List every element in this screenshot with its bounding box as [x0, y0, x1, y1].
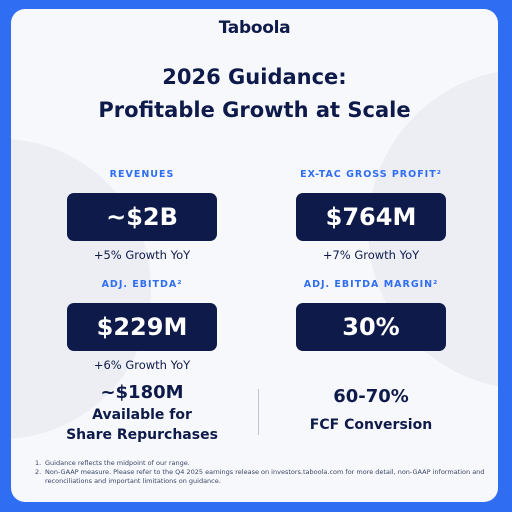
metric-growth: +5% Growth YoY [93, 248, 191, 262]
metric-revenues: REVENUES ~$2B +5% Growth YoY [67, 169, 217, 262]
repurchase-line-1: Available for [92, 407, 192, 423]
repurchase-amount: ~$180M [100, 382, 184, 403]
fcf-value: 60-70% [333, 386, 409, 407]
footnote: 1. Guidance reflects the midpoint of our… [35, 459, 490, 468]
metric-adj-ebitda: ADJ. EBITDA² $229M +6% Growth YoY [67, 279, 217, 372]
footnote-number: 1. [35, 459, 42, 467]
footnote-text: Non-GAAP measure. Please refer to the Q4… [45, 468, 485, 485]
footnote: 2. Non-GAAP measure. Please refer to the… [35, 468, 490, 486]
metric-value: $229M [67, 303, 217, 351]
footnotes: 1. Guidance reflects the midpoint of our… [35, 459, 490, 486]
metric-value: ~$2B [67, 193, 217, 241]
page-title: 2026 Guidance: Profitable Growth at Scal… [11, 61, 498, 127]
share-repurchase-stat: ~$180M Available for Share Repurchases [47, 381, 237, 445]
metric-growth: +7% Growth YoY [322, 248, 420, 262]
metric-label: REVENUES [109, 169, 175, 180]
guidance-card: Taboola 2026 Guidance: Profitable Growth… [11, 9, 498, 502]
footnote-number: 2. [35, 468, 42, 476]
metric-value: $764M [296, 193, 446, 241]
metric-ex-tac-gross-profit: EX-TAC GROSS PROFIT² $764M +7% Growth Yo… [296, 169, 446, 262]
metric-label: ADJ. EBITDA MARGIN² [303, 279, 439, 290]
title-line-2: Profitable Growth at Scale [98, 98, 411, 122]
metric-label: EX-TAC GROSS PROFIT² [300, 169, 442, 180]
fcf-label: FCF Conversion [309, 417, 433, 433]
metric-adj-ebitda-margin: ADJ. EBITDA MARGIN² 30% [296, 279, 446, 351]
metric-label: ADJ. EBITDA² [101, 279, 183, 290]
title-line-1: 2026 Guidance: [162, 65, 347, 89]
metric-growth: +6% Growth YoY [93, 358, 191, 372]
footnote-text: Guidance reflects the midpoint of our ra… [45, 459, 190, 467]
taboola-logo: Taboola [218, 18, 291, 38]
repurchase-line-2: Share Repurchases [66, 427, 218, 443]
metric-value: 30% [296, 303, 446, 351]
fcf-conversion-stat: 60-70% FCF Conversion [293, 385, 449, 435]
divider [258, 389, 259, 435]
